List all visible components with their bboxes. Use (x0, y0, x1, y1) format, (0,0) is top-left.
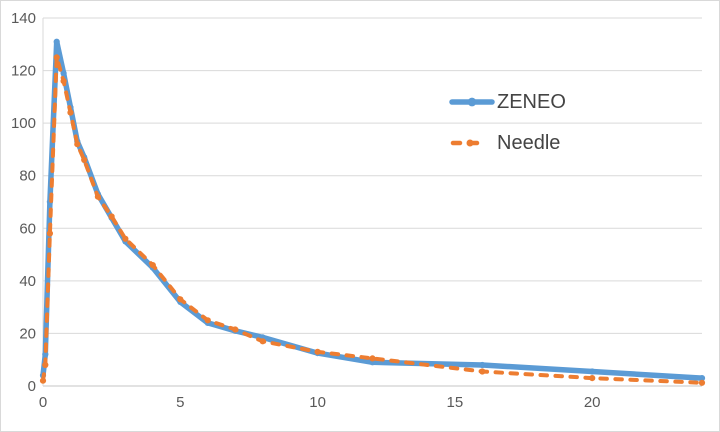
y-tick-label: 80 (19, 168, 36, 185)
needle-markers (39, 54, 706, 386)
data-point-marker (589, 368, 596, 375)
data-point-marker (108, 213, 115, 220)
data-point-marker (369, 355, 376, 362)
data-point-marker (589, 375, 596, 382)
data-point-marker (698, 375, 706, 382)
data-point-marker (81, 156, 88, 163)
y-tick-label: 20 (19, 325, 36, 342)
needle-line-swatch-icon (450, 139, 490, 147)
data-point-marker (60, 70, 67, 77)
x-tick-label: 0 (39, 394, 47, 411)
y-tick-label: 100 (11, 115, 36, 132)
legend-label-zeneo: ZENEO (497, 90, 566, 113)
data-point-marker (42, 351, 49, 358)
y-tick-label: 0 (28, 378, 36, 395)
y-tick-label: 120 (11, 63, 36, 80)
x-tick-label: 20 (584, 394, 601, 411)
data-point-marker (53, 54, 60, 61)
needle-line (41, 55, 704, 385)
data-point-marker (60, 78, 67, 85)
zeneo-markers (39, 38, 706, 382)
y-tick-label: 60 (19, 220, 36, 237)
x-tick-label: 10 (309, 394, 326, 411)
zeneo-line (40, 38, 705, 381)
legend-label-needle: Needle (497, 131, 561, 154)
data-point-marker (479, 368, 486, 375)
data-point-marker (698, 379, 706, 386)
data-point-marker (74, 141, 81, 148)
chart-legend: ZENEO Needle (449, 88, 566, 157)
data-point-marker (479, 361, 486, 369)
data-point-marker (314, 348, 321, 355)
data-point-marker (53, 38, 60, 45)
data-point-marker (46, 230, 54, 237)
y-tick-label: 140 (11, 10, 36, 27)
legend-item-needle: Needle (449, 129, 566, 157)
y-tick-label: 40 (19, 273, 36, 290)
data-point-marker (259, 338, 266, 345)
x-tick-label: 15 (447, 394, 464, 411)
legend-marker-dot-icon (466, 139, 474, 147)
data-point-marker (39, 377, 47, 384)
legend-marker-dot-icon (467, 97, 477, 107)
x-tick-label: 5 (176, 394, 184, 411)
zeneo-line-swatch-icon (449, 97, 495, 107)
data-point-marker (232, 326, 239, 333)
data-point-marker (149, 262, 156, 269)
data-point-marker (42, 361, 49, 369)
data-point-marker (67, 109, 74, 116)
data-point-marker (204, 317, 211, 324)
legend-item-zeneo: ZENEO (449, 88, 566, 116)
data-point-marker (177, 296, 184, 303)
data-point-marker (122, 235, 129, 242)
data-point-marker (94, 193, 101, 200)
